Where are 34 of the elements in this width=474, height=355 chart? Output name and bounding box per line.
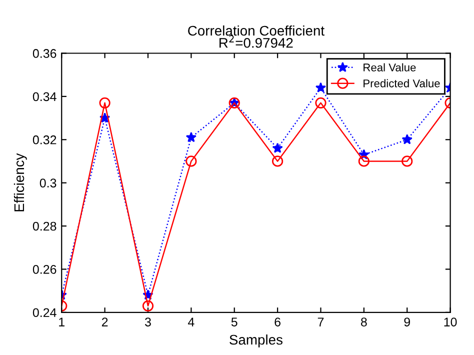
x-tick-label: 6: [274, 318, 280, 326]
point: [99, 97, 110, 108]
point: [402, 156, 413, 167]
x-axis-title: Samples: [230, 334, 282, 348]
point: [186, 156, 197, 167]
x-tick-label: 5: [231, 318, 238, 326]
point: [402, 134, 412, 144]
y-tick-label: 0.36: [32, 49, 56, 58]
x-tick-label: 4: [188, 318, 194, 326]
y-tick-label: 0.24: [32, 308, 56, 318]
y-axis-title: Efficiency: [14, 153, 27, 212]
point: [272, 142, 283, 153]
point: [142, 300, 154, 312]
point: [315, 82, 326, 92]
x-tick-label: 3: [144, 318, 151, 326]
y-tick-label: 0.26: [32, 265, 56, 274]
x-tick-label: 10: [444, 318, 457, 326]
x-tick-label: 8: [360, 318, 367, 326]
y-tick-label: 0.3: [40, 178, 56, 188]
chart-title: Correlation Coefficient: [188, 25, 324, 36]
x-tick-label: 9: [404, 318, 410, 326]
point: [272, 156, 284, 167]
point: [358, 156, 370, 167]
legend-label: Predicted Value: [364, 79, 440, 88]
x-tick-label: 7: [318, 318, 324, 326]
y-tick-label: 0.28: [32, 222, 56, 231]
legend-label: Real Value: [364, 63, 416, 72]
chart-subtitle: R$^{2}$=0.97942: [220, 35, 293, 48]
y-tick-label: 0.32: [32, 135, 56, 144]
point: [315, 97, 326, 108]
point: [186, 132, 196, 142]
x-tick-label: 2: [102, 318, 108, 326]
y-tick-label: 0.34: [32, 92, 56, 102]
x-tick-label: 1: [59, 318, 64, 326]
